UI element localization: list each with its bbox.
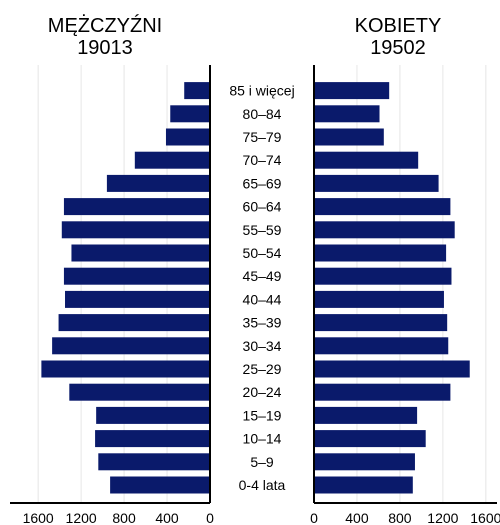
bar-right-12 (314, 360, 470, 378)
bar-left-12 (41, 360, 210, 378)
bar-left-7 (71, 244, 210, 262)
category-label-16: 5–9 (250, 454, 274, 470)
bar-right-5 (314, 198, 451, 216)
category-label-17: 0-4 lata (239, 477, 286, 493)
tick-left-2: 800 (112, 510, 136, 525)
bar-right-1 (314, 105, 380, 123)
category-label-4: 65–69 (243, 175, 282, 191)
bar-right-11 (314, 337, 449, 355)
bar-right-8 (314, 267, 452, 285)
category-label-5: 60–64 (243, 199, 282, 215)
tick-right-3: 1200 (427, 510, 458, 525)
bar-right-4 (314, 174, 439, 192)
right-title: KOBIETY (355, 15, 442, 37)
left-total: 19013 (77, 37, 133, 59)
bar-left-15 (95, 430, 210, 448)
bar-right-14 (314, 406, 418, 424)
category-label-14: 15–19 (243, 407, 282, 423)
bar-left-14 (96, 406, 210, 424)
bar-left-10 (58, 314, 210, 332)
tick-left-3: 400 (155, 510, 179, 525)
bar-left-16 (98, 453, 210, 471)
bars (41, 82, 470, 494)
category-label-6: 55–59 (243, 222, 282, 238)
category-label-3: 70–74 (243, 152, 282, 168)
category-label-12: 25–29 (243, 361, 282, 377)
category-labels: 85 i więcej 80–84 75–79 70–74 65–69 60–64 55–5… (229, 83, 294, 493)
bar-right-0 (314, 82, 390, 100)
tick-right-1: 400 (345, 510, 369, 525)
bar-left-13 (69, 383, 210, 401)
left-title: MĘŻCZYŹNI (48, 14, 162, 37)
bar-left-4 (106, 174, 210, 192)
category-label-13: 20–24 (243, 384, 282, 400)
category-label-11: 30–34 (243, 338, 282, 354)
tick-right-4: 1600 (470, 510, 500, 525)
category-label-1: 80–84 (243, 106, 282, 122)
axes (10, 65, 497, 504)
bar-left-0 (184, 82, 210, 100)
bar-left-1 (170, 105, 210, 123)
bar-right-9 (314, 290, 444, 308)
bar-right-17 (314, 476, 413, 494)
tick-labels: 1600 1200 800 400 0 0 400 800 1200 1600 (23, 510, 500, 525)
bar-right-6 (314, 221, 455, 239)
bar-right-16 (314, 453, 415, 471)
bar-right-3 (314, 151, 419, 169)
tick-left-4: 0 (206, 510, 214, 525)
bar-right-15 (314, 430, 426, 448)
bar-right-7 (314, 244, 447, 262)
bar-left-6 (61, 221, 211, 239)
category-label-7: 50–54 (243, 245, 282, 261)
category-label-10: 35–39 (243, 315, 282, 331)
tick-right-2: 800 (388, 510, 412, 525)
bar-left-5 (63, 198, 210, 216)
category-label-8: 45–49 (243, 268, 282, 284)
tick-left-0: 1600 (23, 510, 54, 525)
category-label-0: 85 i więcej (229, 83, 294, 99)
category-label-2: 75–79 (243, 129, 282, 145)
bar-left-9 (65, 290, 210, 308)
bar-left-8 (63, 267, 210, 285)
bar-left-3 (134, 151, 210, 169)
bar-right-10 (314, 314, 448, 332)
right-total: 19502 (370, 37, 426, 59)
tick-right-0: 0 (310, 510, 318, 525)
bar-left-2 (165, 128, 210, 146)
bar-right-13 (314, 383, 451, 401)
bar-right-2 (314, 128, 384, 146)
category-label-9: 40–44 (243, 291, 282, 307)
bar-left-11 (52, 337, 210, 355)
category-label-15: 10–14 (243, 431, 282, 447)
tick-left-1: 1200 (66, 510, 97, 525)
bar-left-17 (110, 476, 210, 494)
